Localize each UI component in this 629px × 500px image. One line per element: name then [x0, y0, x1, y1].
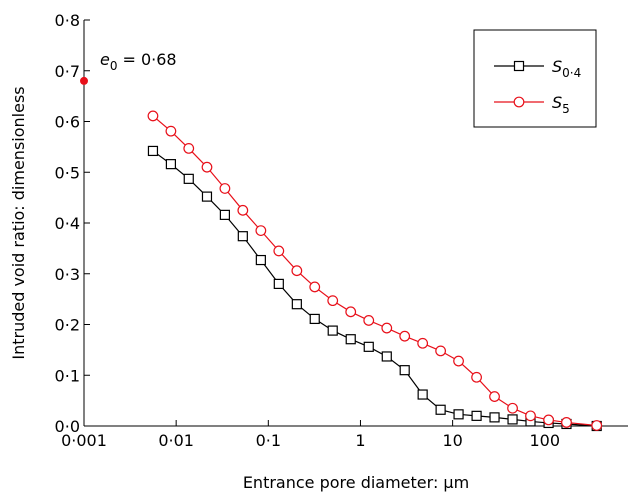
x-tick-label: 10 — [442, 431, 462, 450]
marker — [255, 225, 267, 237]
annotation-subscript: 0 — [110, 59, 118, 73]
marker — [291, 265, 303, 277]
legend-subscript: 0·4 — [562, 66, 581, 80]
marker — [183, 142, 195, 154]
marker — [453, 409, 464, 420]
marker — [417, 389, 428, 400]
marker — [363, 315, 375, 326]
marker — [201, 161, 213, 173]
y-tick-label: 0·0 — [55, 417, 80, 436]
marker — [255, 254, 266, 266]
marker — [165, 125, 177, 137]
marker — [525, 410, 536, 422]
marker — [291, 299, 302, 310]
marker — [219, 209, 230, 220]
marker — [417, 337, 429, 349]
legend-label: S5 — [552, 93, 570, 116]
series-line — [152, 115, 597, 427]
marker — [513, 60, 525, 72]
legend-box — [473, 29, 597, 128]
x-tick-label: 1 — [355, 431, 365, 450]
annotation-point — [80, 76, 88, 85]
marker — [273, 245, 285, 257]
marker — [273, 278, 284, 289]
y-tick-label: 0·3 — [55, 265, 80, 284]
marker — [513, 96, 525, 108]
marker — [219, 183, 231, 194]
x-tick-label: 100 — [530, 431, 561, 450]
marker — [489, 391, 500, 402]
marker — [309, 281, 321, 293]
marker — [381, 322, 393, 334]
annotation-text: e — [100, 50, 110, 69]
marker — [381, 351, 392, 362]
marker — [327, 325, 338, 336]
marker — [165, 159, 177, 170]
annotation-suffix: = 0·68 — [122, 50, 176, 69]
marker — [201, 191, 213, 202]
y-tick-label: 0·2 — [55, 316, 80, 335]
legend-subscript: 5 — [562, 102, 570, 116]
x-axis-label: Entrance pore diameter: µm — [243, 473, 469, 492]
marker — [507, 402, 518, 414]
marker — [543, 414, 554, 426]
y-tick-label: 0·5 — [55, 163, 80, 182]
annotation: e0 = 0·68 — [100, 50, 177, 73]
marker — [561, 417, 572, 428]
marker — [237, 231, 248, 242]
x-tick-label: 0·1 — [256, 431, 281, 450]
y-tick-label: 0·8 — [55, 11, 80, 30]
marker — [435, 345, 447, 357]
x-tick-label: 0·001 — [61, 431, 107, 450]
y-tick-label: 0·6 — [55, 113, 80, 132]
y-tick-label: 0·7 — [55, 62, 80, 81]
legend-label: S0·4 — [552, 57, 581, 80]
marker — [363, 341, 374, 352]
marker — [453, 355, 464, 367]
marker — [471, 410, 482, 421]
y-tick-label: 0·1 — [55, 366, 80, 385]
y-tick-label: 0·4 — [55, 214, 80, 233]
marker — [237, 204, 249, 216]
marker — [435, 404, 446, 415]
marker — [591, 420, 603, 431]
legend-name: S — [552, 93, 562, 112]
marker — [345, 334, 356, 345]
marker — [399, 330, 411, 342]
legend-name: S — [552, 57, 562, 76]
marker — [147, 145, 159, 157]
marker — [471, 371, 482, 383]
series-line — [152, 150, 597, 427]
y-axis-label: Intruded void ratio: dimensionless — [9, 86, 28, 359]
marker — [399, 365, 410, 376]
marker — [489, 412, 500, 423]
marker — [507, 414, 518, 425]
marker — [183, 173, 194, 184]
x-tick-label: 0·01 — [158, 431, 194, 450]
marker — [309, 313, 320, 325]
marker — [345, 306, 357, 318]
marker — [147, 110, 159, 122]
marker — [327, 295, 339, 307]
